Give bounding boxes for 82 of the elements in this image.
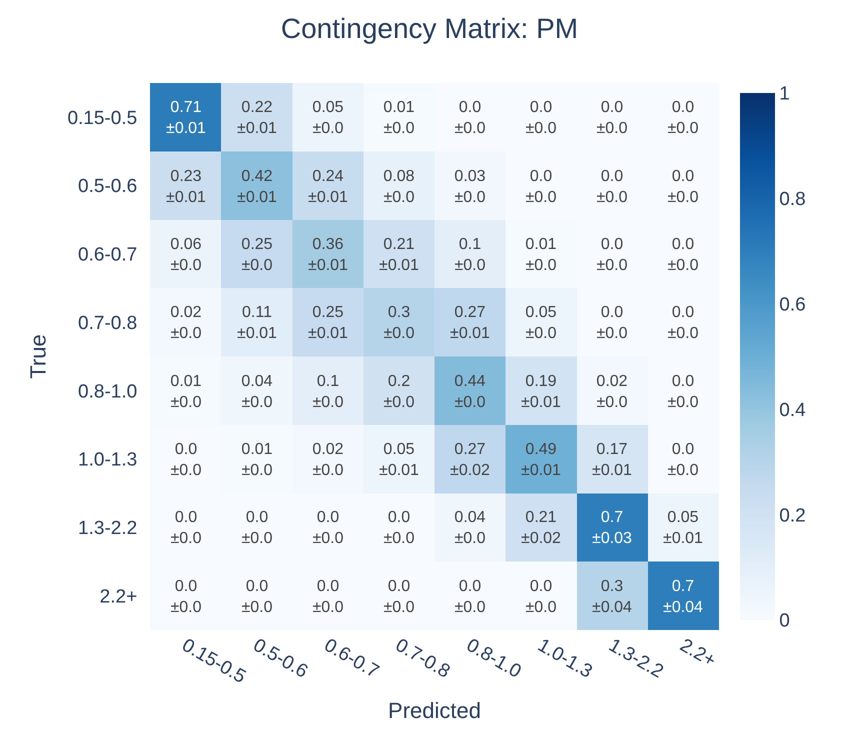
data-label: 0.03 ±0.0: [454, 168, 486, 206]
data-label: 0.05 ±0.01: [663, 509, 704, 547]
data-label: 0.0 ±0.0: [525, 578, 557, 616]
data-label: 0.25 ±0.0: [241, 236, 273, 274]
data-label: 0.08 ±0.0: [383, 168, 415, 206]
data-label: 0.0 ±0.0: [596, 99, 628, 137]
data-label: 0.22 ±0.01: [237, 99, 278, 137]
data-label: 0.17 ±0.01: [592, 441, 632, 479]
data-label: 0.36 ±0.01: [308, 236, 348, 274]
data-label: 0.0 ±0.0: [170, 578, 202, 616]
data-label: 0.19 ±0.01: [521, 373, 562, 411]
data-label: 0.0 ±0.0: [667, 373, 699, 411]
y-tick-label: 0.8-1.0: [78, 381, 138, 402]
data-label: 0.01 ±0.0: [383, 99, 415, 137]
color-bar-label: 0.8: [779, 189, 806, 210]
data-label: 0.0 ±0.0: [454, 578, 486, 616]
data-label: 0.2 ±0.0: [383, 373, 415, 411]
data-label: 0.1 ±0.0: [312, 373, 344, 411]
data-label: 0.27 ±0.02: [450, 441, 490, 479]
chart-title: Contingency Matrix: PM: [280, 13, 578, 44]
data-label: 0.23 ±0.01: [166, 168, 206, 206]
y-tick-label: 0.15-0.5: [67, 108, 138, 129]
data-label: 0.49 ±0.01: [521, 441, 562, 479]
data-label: 0.0 ±0.0: [667, 304, 699, 342]
data-label: 0.02 ±0.0: [312, 441, 344, 479]
y-tick-label: 1.3-2.2: [78, 518, 138, 540]
data-label: 0.0 ±0.0: [241, 509, 273, 547]
x-axis-title: Predicted: [388, 698, 481, 723]
y-tick-label: 0.6-0.7: [78, 244, 138, 266]
y-tick-label: 2.2+: [100, 586, 138, 608]
color-bar-label: 1: [779, 84, 790, 105]
data-label: 0.7 ±0.03: [592, 509, 632, 547]
data-label: 0.01 ±0.0: [241, 441, 273, 479]
data-label: 0.0 ±0.0: [596, 168, 628, 206]
data-label: 0.0 ±0.0: [241, 578, 273, 616]
y-tick-label: 1.0-1.3: [78, 450, 138, 471]
data-label: 0.0 ±0.0: [596, 304, 628, 342]
data-label: 0.21 ±0.02: [521, 509, 562, 547]
data-label: 0.0 ±0.0: [667, 441, 699, 479]
data-label: 0.0 ±0.0: [170, 441, 202, 479]
data-label: 0.05 ±0.0: [312, 99, 344, 137]
data-label: 0.24 ±0.01: [308, 168, 348, 206]
data-label: 0.04 ±0.0: [454, 509, 486, 547]
data-label: 0.44 ±0.0: [454, 373, 486, 411]
data-label: 0.04 ±0.0: [241, 373, 273, 411]
color-bar-label: 0.4: [779, 400, 806, 421]
x-tick-label: 2.2+: [676, 634, 720, 672]
data-label: 0.01 ±0.0: [170, 373, 202, 411]
y-axis-title: True: [25, 334, 50, 379]
data-label: 0.0 ±0.0: [525, 99, 557, 137]
data-label: 0.3 ±0.04: [592, 578, 632, 616]
data-label: 0.0 ±0.0: [667, 99, 699, 137]
data-label: 0.0 ±0.0: [383, 509, 415, 547]
data-label: 0.3 ±0.0: [383, 304, 415, 342]
data-label: 0.27 ±0.01: [450, 304, 490, 342]
y-tick-label: 0.5-0.6: [78, 176, 138, 198]
data-label: 0.06 ±0.0: [170, 236, 202, 274]
data-label: 0.1 ±0.0: [454, 236, 486, 274]
data-label: 0.0 ±0.0: [312, 578, 344, 616]
data-label: 0.0 ±0.0: [383, 578, 415, 616]
color-bar-label: 0.2: [779, 505, 806, 526]
data-label: 0.02 ±0.0: [596, 373, 628, 411]
data-label: 0.0 ±0.0: [667, 168, 699, 206]
data-label: 0.0 ±0.0: [596, 236, 628, 274]
data-label: 0.7 ±0.04: [663, 578, 704, 616]
data-label: 0.0 ±0.0: [454, 99, 486, 137]
data-label: 0.71 ±0.01: [166, 99, 206, 137]
data-label: 0.05 ±0.01: [379, 441, 420, 479]
data-label: 0.02 ±0.0: [170, 304, 202, 342]
y-tick-label: 0.7-0.8: [78, 312, 138, 334]
data-label: 0.42 ±0.01: [237, 168, 278, 206]
data-label: 0.0 ±0.0: [170, 509, 202, 547]
data-label: 0.11 ±0.01: [237, 304, 278, 342]
data-label: 0.05 ±0.0: [525, 304, 557, 342]
data-label: 0.01 ±0.0: [525, 236, 557, 274]
data-label: 0.0 ±0.0: [525, 168, 557, 206]
data-label: 0.0 ±0.0: [312, 509, 344, 547]
color-bar-label: 0: [779, 610, 790, 632]
data-label: 0.21 ±0.01: [379, 236, 420, 274]
color-bar-label: 0.6: [779, 294, 806, 316]
data-label: 0.25 ±0.01: [308, 304, 348, 342]
data-label: 0.0 ±0.0: [667, 236, 699, 274]
